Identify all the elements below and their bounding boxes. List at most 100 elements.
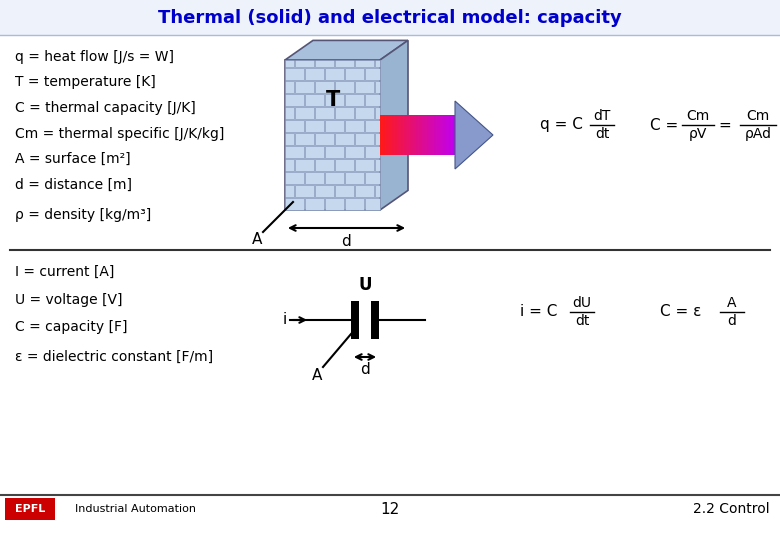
Bar	[315, 185, 334, 197]
Bar	[285, 120, 304, 132]
Text: q = heat flow [J/s = W]: q = heat flow [J/s = W]	[15, 50, 174, 64]
Text: d: d	[360, 361, 370, 376]
Bar	[419, 115, 421, 155]
Text: A: A	[252, 233, 262, 247]
Bar	[305, 94, 324, 106]
Bar	[335, 185, 354, 197]
Bar	[285, 185, 294, 197]
Bar	[417, 115, 420, 155]
Bar	[305, 120, 324, 132]
Bar	[383, 115, 385, 155]
Bar	[371, 301, 379, 339]
Bar	[285, 133, 294, 145]
Bar	[453, 115, 456, 155]
Bar	[420, 115, 423, 155]
Bar	[409, 115, 410, 155]
Bar	[402, 115, 405, 155]
Bar	[412, 115, 413, 155]
Bar	[427, 115, 428, 155]
Text: U: U	[358, 276, 372, 294]
Bar	[355, 185, 374, 197]
Bar	[389, 115, 391, 155]
Bar	[365, 68, 380, 80]
Text: A = surface [m²]: A = surface [m²]	[15, 152, 130, 166]
Bar	[335, 107, 354, 119]
Bar	[285, 60, 380, 210]
Bar	[285, 159, 294, 171]
Bar	[295, 159, 314, 171]
Bar	[414, 115, 417, 155]
Text: d: d	[342, 233, 351, 248]
Text: C =: C =	[650, 118, 679, 132]
Bar	[345, 68, 364, 80]
Bar	[285, 94, 304, 106]
Bar	[407, 115, 409, 155]
Text: T: T	[325, 90, 339, 110]
Text: i = C: i = C	[520, 305, 558, 320]
Bar	[305, 68, 324, 80]
Bar	[452, 115, 454, 155]
Bar	[388, 115, 389, 155]
Text: 12: 12	[381, 502, 399, 516]
Bar	[355, 81, 374, 93]
Text: T = temperature [K]: T = temperature [K]	[15, 75, 156, 89]
Text: Cm = thermal specific [J/K/kg]: Cm = thermal specific [J/K/kg]	[15, 127, 225, 141]
Bar	[425, 115, 427, 155]
Bar	[285, 198, 304, 210]
Bar	[5, 498, 55, 520]
Bar	[325, 172, 344, 184]
Bar	[434, 115, 436, 155]
Bar	[285, 107, 294, 119]
Bar	[441, 115, 444, 155]
Bar	[315, 133, 334, 145]
Bar	[345, 198, 364, 210]
Bar	[416, 115, 418, 155]
Bar	[325, 198, 344, 210]
Text: =: =	[718, 118, 732, 132]
Bar	[386, 115, 388, 155]
Bar	[422, 115, 424, 155]
Bar	[295, 185, 314, 197]
Bar	[355, 107, 374, 119]
Bar	[285, 81, 294, 93]
Text: i: i	[283, 313, 287, 327]
Bar	[305, 172, 324, 184]
Bar	[285, 172, 304, 184]
Bar	[381, 115, 384, 155]
Bar	[325, 146, 344, 158]
Text: C = capacity [F]: C = capacity [F]	[15, 320, 127, 334]
Bar	[365, 198, 380, 210]
Bar	[375, 107, 380, 119]
Text: ε = dielectric constant [F/m]: ε = dielectric constant [F/m]	[15, 350, 213, 364]
Bar	[305, 146, 324, 158]
Text: 2.2 Control: 2.2 Control	[693, 502, 770, 516]
Bar	[395, 115, 397, 155]
Bar	[345, 120, 364, 132]
Text: Industrial Automation: Industrial Automation	[75, 504, 196, 514]
Text: EPFL: EPFL	[15, 504, 45, 514]
Bar	[335, 133, 354, 145]
Bar	[365, 172, 380, 184]
Bar	[355, 133, 374, 145]
Bar	[413, 115, 415, 155]
Bar	[449, 115, 451, 155]
Bar	[398, 115, 400, 155]
Bar	[295, 60, 314, 67]
Bar	[351, 301, 359, 339]
Bar	[365, 94, 380, 106]
Text: d: d	[728, 314, 736, 328]
Bar	[401, 115, 403, 155]
Bar	[428, 115, 430, 155]
Bar	[335, 81, 354, 93]
Bar	[448, 115, 449, 155]
Bar	[396, 115, 399, 155]
Bar	[295, 81, 314, 93]
Bar	[0, 0, 780, 35]
Text: dt: dt	[595, 127, 609, 141]
Bar	[355, 159, 374, 171]
Bar	[345, 94, 364, 106]
Text: I = current [A]: I = current [A]	[15, 265, 115, 279]
Bar	[445, 115, 446, 155]
Bar	[430, 115, 431, 155]
Bar	[345, 146, 364, 158]
